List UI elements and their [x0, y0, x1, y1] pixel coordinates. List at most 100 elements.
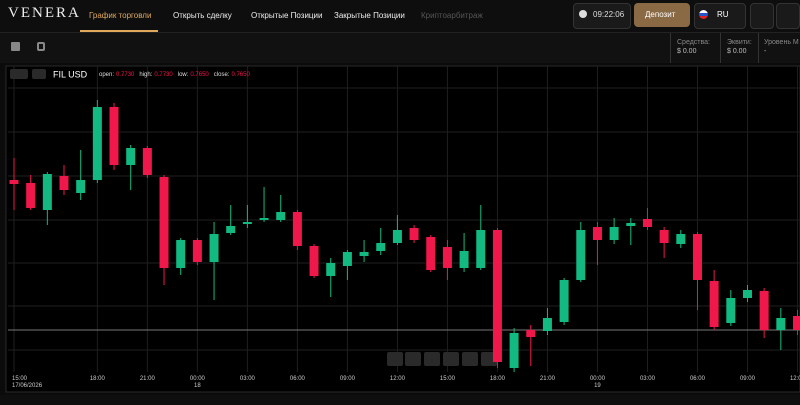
account-label: Эквити:	[727, 39, 752, 46]
nav-item[interactable]: Открыть сделку	[173, 11, 232, 20]
tool-button[interactable]	[32, 69, 46, 79]
deposit-label[interactable]: Депозит	[645, 10, 676, 19]
profile-button[interactable]	[776, 3, 800, 29]
candle-body	[109, 107, 119, 165]
candle-body	[292, 212, 302, 246]
x-tick-label: 15:00	[440, 376, 456, 382]
zoom-button[interactable]	[462, 352, 478, 366]
candle-body	[792, 316, 800, 330]
ohlc-value: 0.7730	[116, 72, 135, 78]
deposit-button[interactable]	[634, 3, 690, 27]
candle-body	[9, 180, 19, 184]
plot-area	[5, 65, 800, 393]
zoom-button[interactable]	[443, 352, 459, 366]
clock: 09:22:06	[593, 10, 625, 19]
candle-body	[342, 252, 352, 266]
symbol: FIL USD	[53, 69, 88, 79]
nav-underline	[80, 30, 158, 32]
x-tick-label: 09:00	[740, 376, 756, 382]
x-tick-label: 21:00	[540, 376, 556, 382]
candle-body	[26, 183, 36, 208]
separator	[758, 33, 759, 63]
candle-body	[359, 252, 369, 256]
x-tick-label: 09:00	[340, 376, 356, 382]
nav-item[interactable]: График торговли	[89, 11, 152, 20]
nav-item[interactable]: Закрытые Позиции	[334, 11, 405, 20]
candle-body	[576, 230, 586, 280]
flag	[699, 10, 708, 19]
zoom-button[interactable]	[387, 352, 403, 366]
candle-body	[242, 222, 252, 224]
ohlc-value: 0.7730	[154, 72, 173, 78]
candle-body	[392, 230, 402, 243]
candle-body	[159, 177, 169, 268]
candle-body	[476, 230, 486, 268]
account-label: Уровень М	[764, 39, 799, 46]
separator	[720, 33, 721, 63]
account-value: -	[764, 48, 767, 55]
logo[interactable]: VENERA	[8, 5, 81, 21]
candle-body	[126, 148, 136, 165]
candle-body	[542, 318, 552, 331]
account-value: $ 0.00	[677, 48, 697, 55]
candle-body	[326, 263, 336, 276]
tool-button[interactable]	[10, 69, 28, 79]
candle-body	[676, 234, 686, 244]
candle-body	[776, 318, 786, 330]
account-value: $ 0.00	[727, 48, 747, 55]
x-tick-label: 00:00	[590, 376, 606, 382]
candle-body	[259, 218, 269, 220]
x-tick-label: 12:00	[790, 376, 800, 382]
sub-bar	[0, 33, 800, 63]
candle-body	[42, 174, 52, 210]
candle-body	[309, 246, 319, 276]
icon-button[interactable]	[750, 3, 774, 29]
account-label: Средства:	[677, 39, 710, 46]
candle-body	[509, 333, 519, 368]
candle-body	[526, 330, 536, 337]
candle-body	[459, 251, 469, 268]
candle-body	[709, 281, 719, 327]
calendar-icon[interactable]	[11, 42, 20, 51]
x-tick-label: 21:00	[140, 376, 156, 382]
x-sub-label: 19	[594, 383, 601, 389]
clock-icon	[579, 10, 587, 18]
separator	[670, 33, 671, 63]
candle-body	[609, 227, 619, 240]
nav-item[interactable]: Криптоарбитраж	[421, 11, 483, 20]
x-tick-label: 06:00	[290, 376, 306, 382]
candle-body	[209, 234, 219, 262]
ohlc-label: low:	[178, 72, 189, 78]
x-tick-label: 03:00	[640, 376, 656, 382]
candle-body	[409, 228, 419, 240]
zoom-button[interactable]	[405, 352, 421, 366]
ohlc-label: high:	[139, 72, 152, 78]
ohlc-value: 0.7650	[231, 72, 250, 78]
ohlc-label: close:	[214, 72, 230, 78]
candle-body	[492, 230, 502, 362]
candle-body	[759, 291, 769, 330]
x-sub-label: 17/06/2026	[12, 383, 43, 389]
zoom-button[interactable]	[424, 352, 440, 366]
phone-icon[interactable]	[37, 42, 45, 51]
x-tick-label: 18:00	[490, 376, 506, 382]
x-tick-label: 00:00	[190, 376, 206, 382]
h-grid	[8, 87, 800, 351]
candle-body	[626, 223, 636, 226]
candle-body	[642, 219, 652, 227]
candle-body	[226, 226, 236, 233]
zoom-controls	[387, 352, 497, 366]
candle-body	[442, 247, 452, 268]
ohlc-value: 0.7650	[190, 72, 209, 78]
nav-item[interactable]: Открытые Позиции	[251, 11, 323, 20]
x-tick-label: 15:00	[12, 376, 28, 382]
candle-body	[276, 212, 286, 220]
candle-body	[592, 227, 602, 240]
x-tick-label: 03:00	[240, 376, 256, 382]
candle-body	[376, 243, 386, 251]
candle-body	[742, 290, 752, 298]
ohlc-label: open:	[99, 72, 114, 78]
language[interactable]: RU	[717, 10, 729, 19]
candle-body	[659, 230, 669, 243]
